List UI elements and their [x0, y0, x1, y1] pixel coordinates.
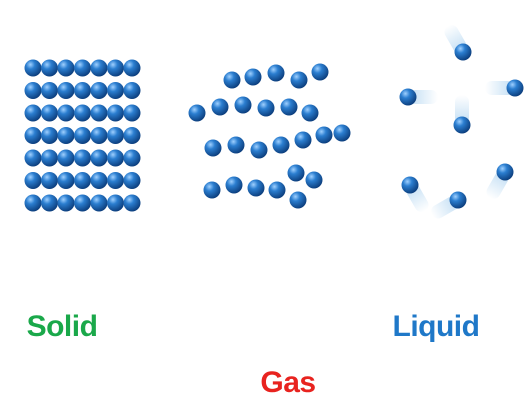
particle [91, 60, 108, 77]
particle [74, 60, 91, 77]
particle [58, 172, 75, 189]
particle [91, 150, 108, 167]
particle [41, 127, 58, 144]
particle [25, 127, 42, 144]
particle [306, 172, 323, 189]
particle [91, 195, 108, 212]
particle [41, 150, 58, 167]
particle [25, 150, 42, 167]
particle [507, 80, 524, 97]
particle [58, 105, 75, 122]
particle [212, 99, 229, 116]
particle [58, 127, 75, 144]
particle [41, 82, 58, 99]
particle [25, 105, 42, 122]
particle [258, 100, 275, 117]
particle [91, 172, 108, 189]
particle [124, 150, 141, 167]
particle [58, 60, 75, 77]
particle [41, 195, 58, 212]
particle [302, 105, 319, 122]
solid-particles [25, 60, 141, 212]
particle [124, 60, 141, 77]
particle [281, 99, 298, 116]
particle [74, 127, 91, 144]
particle [124, 82, 141, 99]
particle [107, 105, 124, 122]
particle [74, 105, 91, 122]
particle [497, 164, 514, 181]
states-of-matter-diagram: Solid Gas Liquid [0, 0, 526, 404]
particle [107, 60, 124, 77]
particle [25, 195, 42, 212]
liquid-label: Liquid [393, 310, 480, 343]
particle [58, 150, 75, 167]
particle [25, 172, 42, 189]
particle [228, 137, 245, 154]
gas-label: Gas [260, 366, 315, 399]
page: Solid Gas Liquid (() => { const data = J… [0, 0, 526, 404]
liquid-particles [400, 23, 524, 222]
particle [41, 172, 58, 189]
particle [91, 105, 108, 122]
particle [25, 82, 42, 99]
particle [107, 195, 124, 212]
particle [58, 195, 75, 212]
particle [251, 142, 268, 159]
particle [25, 60, 42, 77]
particle [74, 82, 91, 99]
particle [91, 82, 108, 99]
particle [226, 177, 243, 194]
particle [312, 64, 329, 81]
particle [400, 89, 417, 106]
particle [124, 172, 141, 189]
gas-particles [189, 64, 351, 209]
particle [204, 182, 221, 199]
particle [245, 69, 262, 86]
particle [402, 177, 419, 194]
particle [124, 127, 141, 144]
particle [91, 127, 108, 144]
particle [268, 65, 285, 82]
particle [107, 150, 124, 167]
particle [124, 195, 141, 212]
particle [454, 117, 471, 134]
particle [273, 137, 290, 154]
particle [124, 105, 141, 122]
particle [334, 125, 351, 142]
particle [41, 105, 58, 122]
particle [74, 172, 91, 189]
particle [107, 172, 124, 189]
particle [235, 97, 252, 114]
particle [205, 140, 222, 157]
particle [288, 165, 305, 182]
particle [290, 192, 307, 209]
particle [74, 150, 91, 167]
particle [450, 192, 467, 209]
particle [224, 72, 241, 89]
particle [248, 180, 265, 197]
particle [316, 127, 333, 144]
particle [41, 60, 58, 77]
particle [74, 195, 91, 212]
particle [189, 105, 206, 122]
particle [295, 132, 312, 149]
particle [58, 82, 75, 99]
particle [455, 44, 472, 61]
solid-label: Solid [27, 310, 98, 343]
particle [269, 182, 286, 199]
particle [107, 82, 124, 99]
particle [107, 127, 124, 144]
particle [291, 72, 308, 89]
